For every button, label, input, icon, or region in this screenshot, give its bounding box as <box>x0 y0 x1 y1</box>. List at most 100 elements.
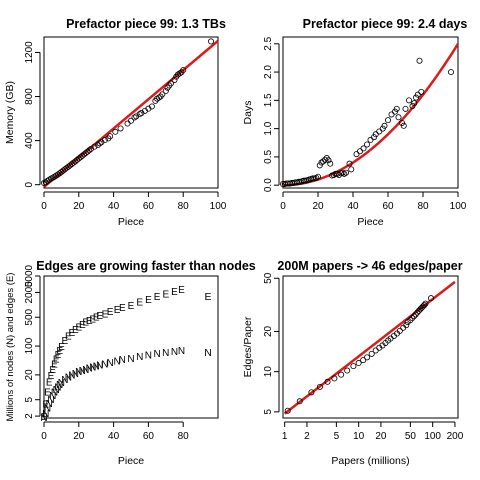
plot-frame <box>43 36 219 189</box>
data-point <box>316 383 323 390</box>
series-marker: N <box>107 358 114 369</box>
series-marker: N <box>178 346 185 357</box>
series-marker: N <box>58 378 65 389</box>
x-tick-label: 80 <box>178 201 190 212</box>
series-marker: E <box>136 298 143 309</box>
series-marker: E <box>162 289 169 300</box>
series-marker: N <box>127 354 134 365</box>
series-marker: E <box>178 285 185 296</box>
y-axis-label: Days <box>242 101 254 125</box>
data-point <box>101 137 108 144</box>
data-point <box>162 88 169 95</box>
data-point <box>363 141 370 148</box>
x-tick-label: 100 <box>210 201 227 212</box>
y-tick-label: 5 <box>24 396 35 402</box>
data-point <box>376 128 383 135</box>
data-point <box>422 300 429 307</box>
x-tick-label: 50 <box>405 431 417 442</box>
y-tick-label: 2.0 <box>263 65 274 79</box>
x-tick-label: 80 <box>178 431 190 442</box>
y-tick-label: 0.0 <box>263 178 274 192</box>
series-marker: E <box>62 336 69 347</box>
x-tick-label: 1 <box>282 431 288 442</box>
x-tick-label: 80 <box>417 201 429 212</box>
x-tick-label: 0 <box>41 431 47 442</box>
series-marker: N <box>89 362 96 373</box>
data-point <box>428 295 435 302</box>
data-point <box>159 91 166 98</box>
series-marker: E <box>119 303 126 314</box>
series-marker: E <box>82 318 89 329</box>
data-point <box>368 350 375 357</box>
y-tick-label: 5 <box>263 409 274 415</box>
data-point <box>308 389 315 396</box>
data-point <box>46 176 53 183</box>
y-tick-label: 1200 <box>24 41 35 64</box>
y-tick-label: 500 <box>24 308 35 325</box>
series-marker: N <box>153 349 160 360</box>
data-point <box>180 67 187 74</box>
data-point <box>403 322 410 329</box>
fit-line <box>283 280 456 415</box>
data-point <box>342 169 349 176</box>
data-point <box>395 114 402 121</box>
series-marker: E <box>145 295 152 306</box>
data-point <box>131 114 138 121</box>
x-tick-label: 60 <box>143 201 155 212</box>
y-tick-label: 400 <box>24 132 35 149</box>
data-point <box>313 174 320 181</box>
plot-frame <box>282 275 459 419</box>
data-point <box>407 317 414 324</box>
x-tick-label: 40 <box>347 201 359 212</box>
series-marker: E <box>56 346 63 357</box>
data-point <box>418 88 425 95</box>
data-point <box>388 111 395 118</box>
y-tick-label: 20 <box>263 325 274 337</box>
data-point <box>96 140 103 147</box>
x-tick-label: 20 <box>73 431 85 442</box>
series-marker: E <box>96 311 103 322</box>
series-marker: N <box>42 409 49 420</box>
series-end-label-E: E <box>204 291 211 303</box>
series-marker: N <box>101 359 108 370</box>
y-tick-label: 2.5 <box>263 36 274 50</box>
x-tick-label: 40 <box>108 201 120 212</box>
data-point <box>176 70 183 77</box>
fit-line <box>282 43 460 187</box>
series-marker: N <box>47 395 54 406</box>
data-point <box>364 354 371 361</box>
data-point <box>339 169 346 176</box>
series-marker: N <box>119 355 126 366</box>
series-marker: E <box>107 307 114 318</box>
y-tick-label: 0 <box>24 181 35 187</box>
series-marker: N <box>75 367 82 378</box>
chart-title: Prefactor piece 99: 2.4 days <box>303 17 468 31</box>
series-marker: E <box>86 316 93 327</box>
x-tick-label: 100 <box>424 431 441 442</box>
y-tick-label: 1.0 <box>263 121 274 135</box>
series-marker: E <box>44 387 51 398</box>
data-point <box>412 311 419 318</box>
series-marker: E <box>154 292 161 303</box>
data-point <box>171 76 178 83</box>
y-tick-label: 20 <box>24 369 35 381</box>
chart-title: Prefactor piece 99: 1.3 TBs <box>66 17 226 31</box>
data-point <box>124 120 131 127</box>
series-marker: E <box>51 359 58 370</box>
series-marker: E <box>49 365 56 376</box>
data-point <box>309 175 316 182</box>
series-marker: N <box>46 399 53 410</box>
data-point <box>208 38 215 45</box>
data-point <box>348 166 355 173</box>
series-marker: E <box>128 301 135 312</box>
x-tick-label: 0 <box>280 201 286 212</box>
data-point <box>416 57 423 64</box>
series-marker: N <box>86 364 93 375</box>
x-axis-label: Piece <box>118 216 144 228</box>
series-marker: N <box>162 348 169 359</box>
y-tick-label: 50 <box>263 272 274 284</box>
x-axis-label: Papers (millions) <box>331 455 409 467</box>
x-axis-label: Piece <box>357 216 383 228</box>
y-axis-label: Edges/Paper <box>242 316 254 377</box>
